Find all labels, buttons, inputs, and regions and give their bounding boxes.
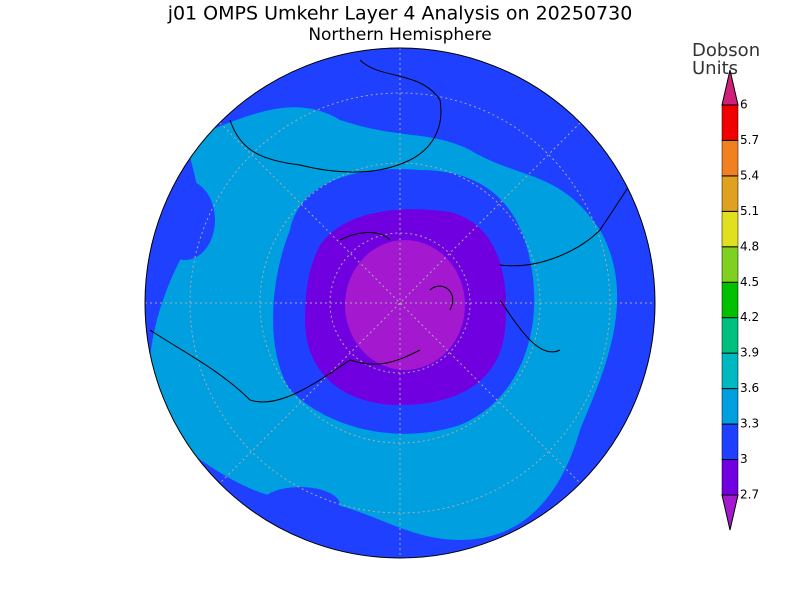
colorbar-band [721,175,739,212]
colorbar-unit: Dobson [692,40,760,61]
colorbar-band [721,104,739,141]
polar-map [145,48,655,558]
colorbar-band [721,459,739,496]
colorbar-label: 2.7 [740,488,759,502]
map-title: j01 OMPS Umkehr Layer 4 Analysis on 2025… [167,3,633,25]
colorbar-band [721,282,739,318]
map-border [144,47,656,559]
colorbar-band [721,211,739,248]
colorbar-under [721,494,739,531]
map-subtitle: Northern Hemisphere [308,25,491,45]
colorbar-label: 6 [740,98,748,112]
colorbar-label: 3.9 [740,346,759,360]
colorbar-label: 3 [740,452,748,466]
colorbar-label: 5.7 [740,133,759,147]
colorbar-label: 4.8 [740,239,759,253]
colorbar-label: 3.6 [740,381,759,395]
colorbar-band [721,423,739,460]
colorbar-band [721,317,739,354]
colorbar-label: 5.4 [740,168,759,182]
colorbar-label: 4.2 [740,310,759,324]
colorbar-band [721,352,739,389]
colorbar-label: 5.1 [740,204,759,218]
colorbar-band [721,388,739,425]
colorbar-label: 3.3 [740,417,759,431]
colorbar: 2.7 3 3.3 3.6 3.9 4.2 4.5 4.8 5.1 5.4 5.7 6 [721,69,759,531]
colorbar-band [721,246,739,283]
colorbar-band [721,140,739,177]
colorbar-label: 4.5 [740,275,759,289]
colorbar-unit: Units [692,58,738,79]
